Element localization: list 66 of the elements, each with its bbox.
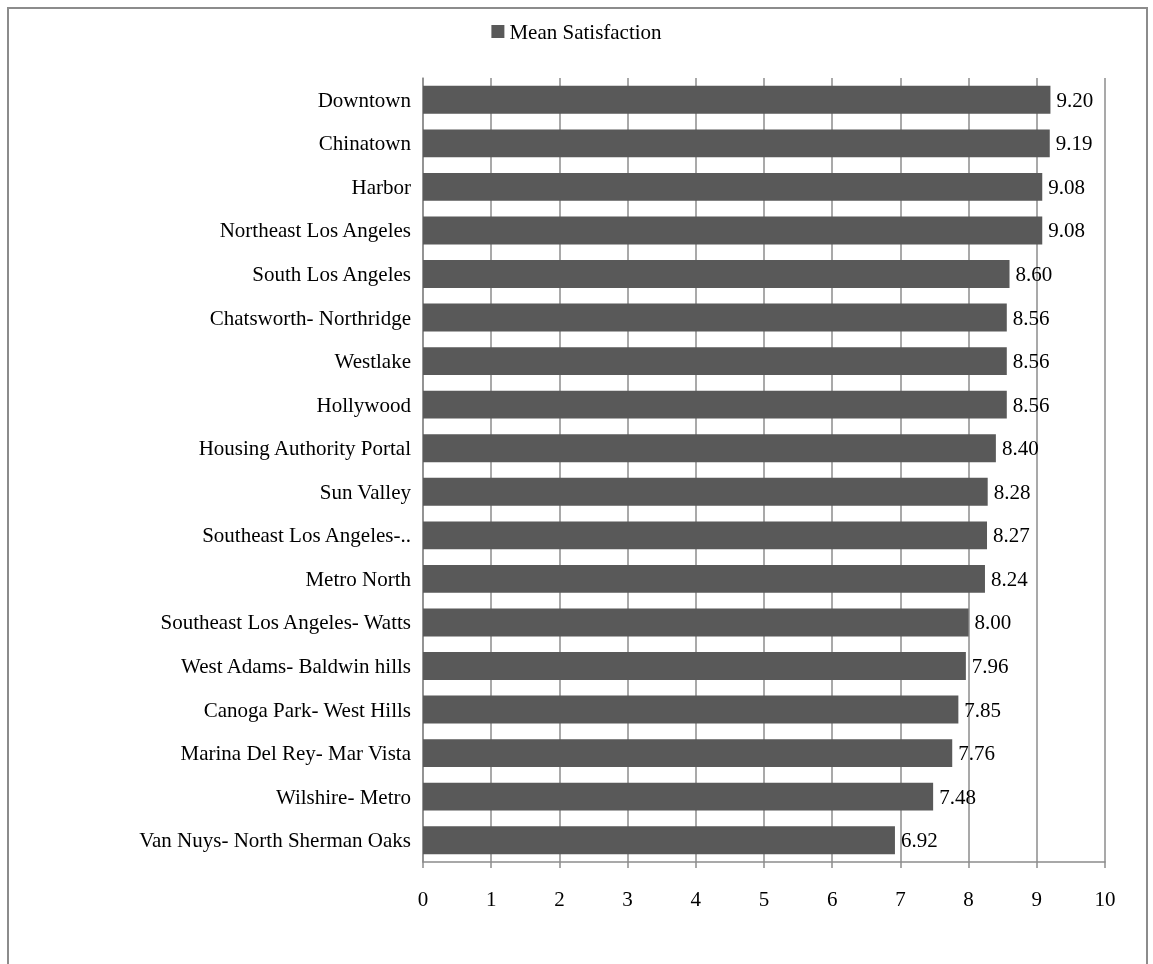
data-label: 9.08 — [1048, 218, 1086, 243]
bar — [423, 477, 988, 506]
bar — [423, 652, 966, 680]
data-label: 7.48 — [939, 784, 976, 809]
y-tick-label: Westlake — [334, 349, 411, 374]
bar — [423, 782, 934, 811]
x-tick-label: 1 — [485, 886, 497, 911]
bar — [423, 172, 1043, 201]
y-tick-label: Canoga Park- West Hills — [203, 697, 411, 722]
y-tick-label: Hollywood — [316, 392, 412, 417]
y-tick-label: Metro North — [305, 566, 412, 591]
y-tick-label: Marina Del Rey- Mar Vista — [180, 741, 412, 766]
x-tick-label: 0 — [417, 886, 429, 911]
data-label: 7.85 — [964, 697, 1002, 722]
data-label: 7.96 — [971, 654, 1009, 678]
y-tick-label: Northeast Los Angeles — [219, 218, 411, 243]
data-label: 9.20 — [1056, 87, 1094, 112]
x-tick-label: 8 — [963, 886, 974, 911]
x-tick-label: 2 — [554, 886, 565, 911]
y-tick-label: Wilshire- Metro — [275, 784, 411, 809]
y-tick-label: Chinatown — [318, 131, 412, 156]
legend-label: Mean Satisfaction — [509, 19, 663, 44]
data-label: 6.92 — [900, 828, 938, 853]
bar — [423, 695, 959, 724]
bar — [423, 826, 895, 855]
data-label: 8.28 — [993, 479, 1031, 504]
x-tick-label: 5 — [758, 886, 770, 911]
bar — [423, 739, 953, 768]
x-tick-label: 10 — [1094, 886, 1116, 911]
bar — [423, 521, 988, 550]
y-tick-label: Downtown — [317, 87, 412, 112]
data-label: 7.76 — [958, 741, 995, 766]
bar — [423, 390, 1007, 419]
y-tick-label: Southeast Los Angeles- Watts — [160, 610, 411, 635]
data-label: 8.56 — [1012, 305, 1050, 330]
bar — [423, 85, 1051, 114]
bar — [423, 564, 985, 593]
bar — [423, 303, 1007, 332]
data-label: 8.40 — [1001, 436, 1039, 461]
y-tick-label: Southeast Los Angeles-.. — [202, 523, 411, 548]
data-label: 8.60 — [1015, 262, 1053, 286]
bar — [423, 347, 1007, 376]
y-tick-label: South Los Angeles — [252, 262, 411, 286]
y-tick-label: Chatsworth- Northridge — [209, 305, 411, 330]
bar — [423, 608, 969, 637]
bar — [423, 129, 1050, 158]
x-tick-label: 6 — [826, 886, 838, 911]
x-tick-label: 3 — [622, 886, 633, 911]
y-tick-label: Van Nuys- North Sherman Oaks — [139, 828, 411, 853]
y-tick-label: West Adams- Baldwin hills — [181, 654, 411, 678]
data-label: 9.08 — [1048, 174, 1086, 199]
bar — [423, 260, 1010, 288]
data-label: 8.56 — [1012, 349, 1050, 374]
data-label: 8.56 — [1012, 392, 1050, 417]
y-tick-label: Sun Valley — [319, 479, 412, 504]
data-label: 8.27 — [993, 523, 1030, 548]
bar — [423, 216, 1043, 245]
data-label: 8.24 — [990, 566, 1029, 591]
data-label: 8.00 — [974, 610, 1012, 635]
y-tick-label: Harbor — [351, 174, 411, 199]
data-label: 9.19 — [1055, 131, 1093, 156]
x-tick-label: 9 — [1031, 886, 1043, 911]
bar — [423, 434, 996, 463]
x-tick-label: 7 — [895, 886, 906, 911]
y-tick-label: Housing Authority Portal — [198, 436, 412, 461]
x-tick-label: 4 — [690, 886, 702, 911]
